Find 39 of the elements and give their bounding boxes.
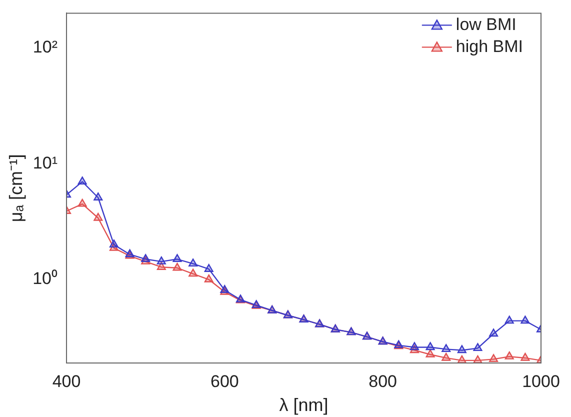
point: [457, 355, 466, 363]
point: [204, 274, 214, 282]
point: [504, 316, 514, 324]
point: [141, 254, 150, 262]
point: [426, 342, 435, 350]
point: [172, 254, 182, 262]
x-axis-title: λ [nm]: [279, 395, 328, 416]
y-tick-label: 10¹: [32, 153, 58, 172]
point: [520, 352, 530, 361]
point: [473, 343, 482, 352]
point: [109, 240, 118, 248]
point: [410, 342, 419, 350]
point: [489, 354, 498, 362]
legend-label: high BMI: [456, 36, 524, 56]
x-tick-label: 800: [368, 372, 398, 391]
x-tick-label: 400: [52, 372, 81, 391]
point: [504, 351, 514, 360]
point: [442, 344, 451, 352]
point: [156, 256, 166, 264]
point: [78, 198, 87, 207]
point: [457, 345, 466, 354]
point: [188, 258, 198, 267]
legend-label: low BMI: [456, 14, 516, 34]
point: [94, 192, 103, 200]
y-tick-label: 10²: [32, 38, 58, 57]
point: [188, 268, 198, 277]
point: [172, 262, 182, 271]
point: [94, 212, 103, 221]
point: [204, 264, 214, 272]
y-axis-title: μₐ [cm⁻¹]: [6, 154, 26, 222]
point: [426, 349, 435, 358]
x-tick-label: 600: [210, 372, 239, 391]
point: [473, 355, 482, 363]
y-tick-label: 10⁰: [32, 269, 58, 288]
point: [489, 328, 498, 337]
point: [442, 352, 451, 361]
x-tick-label: 1000: [522, 372, 560, 391]
point: [78, 176, 87, 185]
point: [520, 316, 530, 324]
